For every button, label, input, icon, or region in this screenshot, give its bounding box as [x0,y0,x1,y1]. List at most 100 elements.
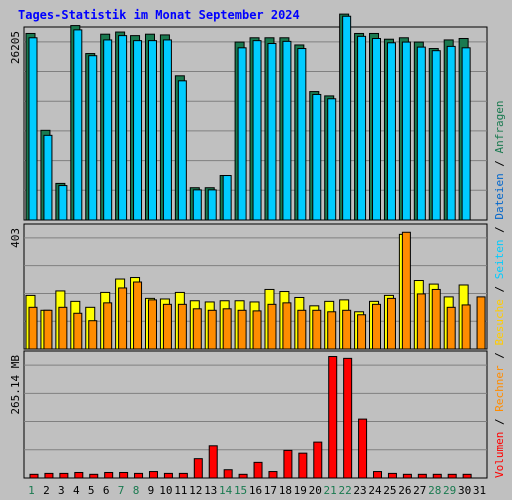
bar-top-dateien-day-1 [28,37,38,221]
bar-middle-besuche-day-22 [342,309,352,350]
bar-middle-besuche-day-17 [267,303,277,350]
x-tick-day-10: 10 [159,484,172,497]
bar-bottom-volumen-day-16 [253,461,263,479]
bar-top-dateien-day-16 [252,40,262,221]
bar-middle-besuche-day-26 [401,231,411,350]
right-legend: Volumen / Rechner / Besuche / Seiten / D… [493,100,506,478]
bar-middle-besuche-day-27 [416,293,426,350]
bar-middle-besuche-day-1 [28,306,38,350]
x-tick-day-11: 11 [174,484,187,497]
x-tick-day-8: 8 [133,484,140,497]
bar-top-dateien-day-8 [133,40,143,221]
bar-bottom-volumen-day-2 [44,472,54,479]
x-tick-day-5: 5 [88,484,95,497]
x-tick-day-12: 12 [189,484,202,497]
bar-bottom-volumen-day-25 [387,472,397,479]
bar-bottom-volumen-day-15 [238,473,248,479]
panel-top: 26205 [9,13,488,221]
x-tick-day-23: 23 [353,484,366,497]
panel-bottom: 265.14 MB [9,350,488,479]
x-tick-day-19: 19 [294,484,307,497]
x-tick-day-1: 1 [28,484,35,497]
chart-title: Tages-Statistik im Monat September 2024 [18,8,300,22]
legend-part-7: / [493,220,506,240]
legend-part-4: Besuche [493,299,506,345]
bar-bottom-volumen-day-28 [432,473,442,479]
bar-bottom-volumen-day-30 [462,473,472,479]
bar-middle-besuche-day-19 [297,309,307,350]
bar-bottom-volumen-day-21 [328,356,338,479]
bar-middle-besuche-day-20 [312,309,322,350]
y-max-label: 403 [9,228,22,248]
x-tick-day-15: 15 [234,484,247,497]
legend-part-9: / [493,153,506,173]
legend-part-10: Anfragen [493,100,506,153]
bar-top-dateien-day-3 [58,185,68,221]
bar-top-dateien-day-24 [372,37,382,221]
bar-middle-besuche-day-10 [162,303,172,350]
panel-middle: 403 [9,223,488,350]
bar-middle-besuche-day-12 [192,308,202,350]
bar-top-dateien-day-12 [192,189,202,221]
bar-middle-besuche-day-18 [282,302,292,350]
bar-bottom-volumen-day-13 [208,445,218,479]
x-tick-day-9: 9 [148,484,155,497]
legend-part-0: Volumen [493,432,506,478]
legend-part-8: Dateien [493,173,506,219]
bar-top-dateien-day-19 [297,48,307,221]
bar-middle-besuche-day-29 [446,306,456,350]
bar-bottom-volumen-day-3 [59,472,69,479]
legend-part-6: Seiten [493,240,506,280]
x-tick-day-31: 31 [473,484,486,497]
bar-top-dateien-day-20 [312,93,322,221]
bar-top-dateien-day-6 [103,39,113,221]
bar-middle-besuche-day-2 [43,309,53,350]
bar-top-dateien-day-9 [147,40,157,221]
x-tick-day-30: 30 [458,484,471,497]
bar-bottom-volumen-day-11 [178,472,188,479]
bar-bottom-volumen-day-10 [163,472,173,479]
y-max-label: 26205 [9,31,22,64]
bar-middle-besuche-day-30 [461,304,471,350]
bar-bottom-volumen-day-22 [343,357,353,479]
bar-bottom-volumen-day-14 [223,469,233,479]
bar-top-dateien-day-28 [431,50,441,221]
bar-top-dateien-day-4 [73,29,83,221]
bar-bottom-volumen-day-1 [29,473,39,479]
bar-bottom-volumen-day-27 [417,473,427,479]
legend-part-3: / [493,346,506,366]
x-tick-day-3: 3 [58,484,65,497]
bar-top-dateien-day-18 [282,40,292,221]
bar-middle-besuche-day-24 [372,303,382,350]
panel-frame [23,350,488,479]
x-tick-day-13: 13 [204,484,217,497]
bar-top-dateien-day-26 [401,41,411,221]
x-tick-day-26: 26 [398,484,411,497]
x-tick-day-14: 14 [219,484,233,497]
x-tick-day-18: 18 [279,484,292,497]
x-tick-day-27: 27 [413,484,426,497]
x-tick-day-7: 7 [118,484,125,497]
bar-bottom-volumen-day-8 [134,472,144,479]
bar-bottom-volumen-day-9 [148,471,158,479]
bar-middle-besuche-day-9 [147,299,157,350]
bar-bottom-volumen-day-23 [358,418,368,479]
bar-middle-besuche-day-11 [177,303,187,350]
bar-top-dateien-day-15 [237,47,247,221]
bar-bottom-volumen-day-18 [283,449,293,479]
bar-middle-besuche-day-21 [327,311,337,350]
bar-bottom-volumen-day-6 [104,471,114,479]
legend-part-1: / [493,412,506,432]
bar-top-dateien-day-30 [461,47,471,221]
x-tick-day-24: 24 [368,484,382,497]
x-tick-day-28: 28 [428,484,441,497]
bar-middle-besuche-day-4 [73,312,83,350]
bar-middle-besuche-day-23 [357,314,367,350]
bar-bottom-volumen-day-24 [373,471,383,479]
bar-middle-besuche-day-31 [476,296,486,350]
x-tick-day-4: 4 [73,484,80,497]
bar-top-dateien-day-23 [357,35,367,221]
bar-bottom-volumen-day-26 [402,473,412,479]
bar-middle-besuche-day-16 [252,310,262,350]
